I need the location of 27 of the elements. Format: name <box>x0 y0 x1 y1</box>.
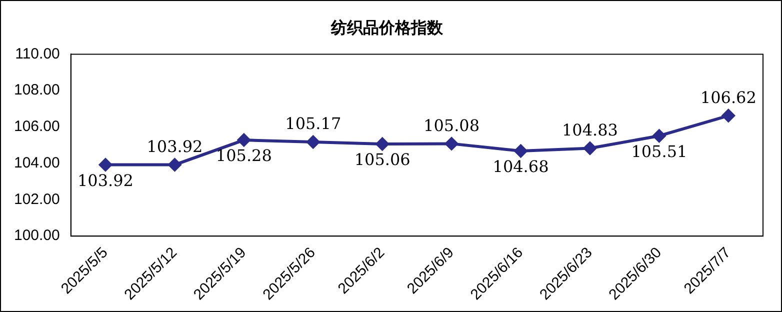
y-tick-label: 102.00 <box>14 190 60 208</box>
data-label: 105.51 <box>631 142 688 162</box>
data-label: 105.08 <box>424 116 480 135</box>
data-label: 105.17 <box>285 114 342 134</box>
data-label: 105.06 <box>354 150 410 170</box>
y-tick-label: 100.00 <box>14 227 60 244</box>
point <box>514 144 528 158</box>
point <box>168 158 182 172</box>
point <box>237 134 250 147</box>
data-label: 103.92 <box>146 136 203 156</box>
data-label: 105.28 <box>216 146 272 166</box>
data-label: 104.83 <box>562 120 618 140</box>
point <box>652 129 666 142</box>
chart-title: 纺织品价格指数 <box>330 18 444 37</box>
y-tick-label: 110.00 <box>15 45 60 62</box>
y-tick-label: 106.00 <box>14 118 60 136</box>
point <box>445 137 458 150</box>
point <box>98 158 112 172</box>
data-label: 103.92 <box>77 170 134 190</box>
point <box>583 142 596 155</box>
y-tick-label: 108.00 <box>14 82 60 99</box>
point <box>722 109 735 122</box>
point <box>376 138 389 151</box>
data-label: 104.68 <box>492 157 549 176</box>
data-label: 106.62 <box>700 88 756 107</box>
y-tick-label: 104.00 <box>14 154 60 172</box>
point <box>306 136 320 149</box>
